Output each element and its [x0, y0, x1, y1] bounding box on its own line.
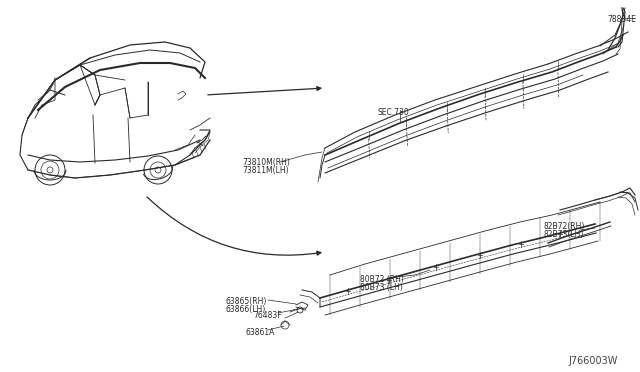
Text: SEC.730: SEC.730 — [378, 108, 410, 117]
Text: 73810M(RH): 73810M(RH) — [242, 158, 290, 167]
Text: 63861A: 63861A — [245, 328, 275, 337]
Text: 63865(RH): 63865(RH) — [226, 297, 268, 306]
Text: 82B72(RH): 82B72(RH) — [543, 222, 584, 231]
Text: 76483F: 76483F — [253, 311, 282, 320]
Text: 63866(LH): 63866(LH) — [226, 305, 266, 314]
Text: 80B73 (LH): 80B73 (LH) — [360, 283, 403, 292]
Text: 80B72 (RH): 80B72 (RH) — [360, 275, 404, 284]
Text: J766003W: J766003W — [568, 356, 618, 366]
Text: 82B73(LH): 82B73(LH) — [543, 230, 584, 239]
Text: 73811M(LH): 73811M(LH) — [242, 166, 289, 175]
Text: 78834E: 78834E — [607, 15, 636, 24]
